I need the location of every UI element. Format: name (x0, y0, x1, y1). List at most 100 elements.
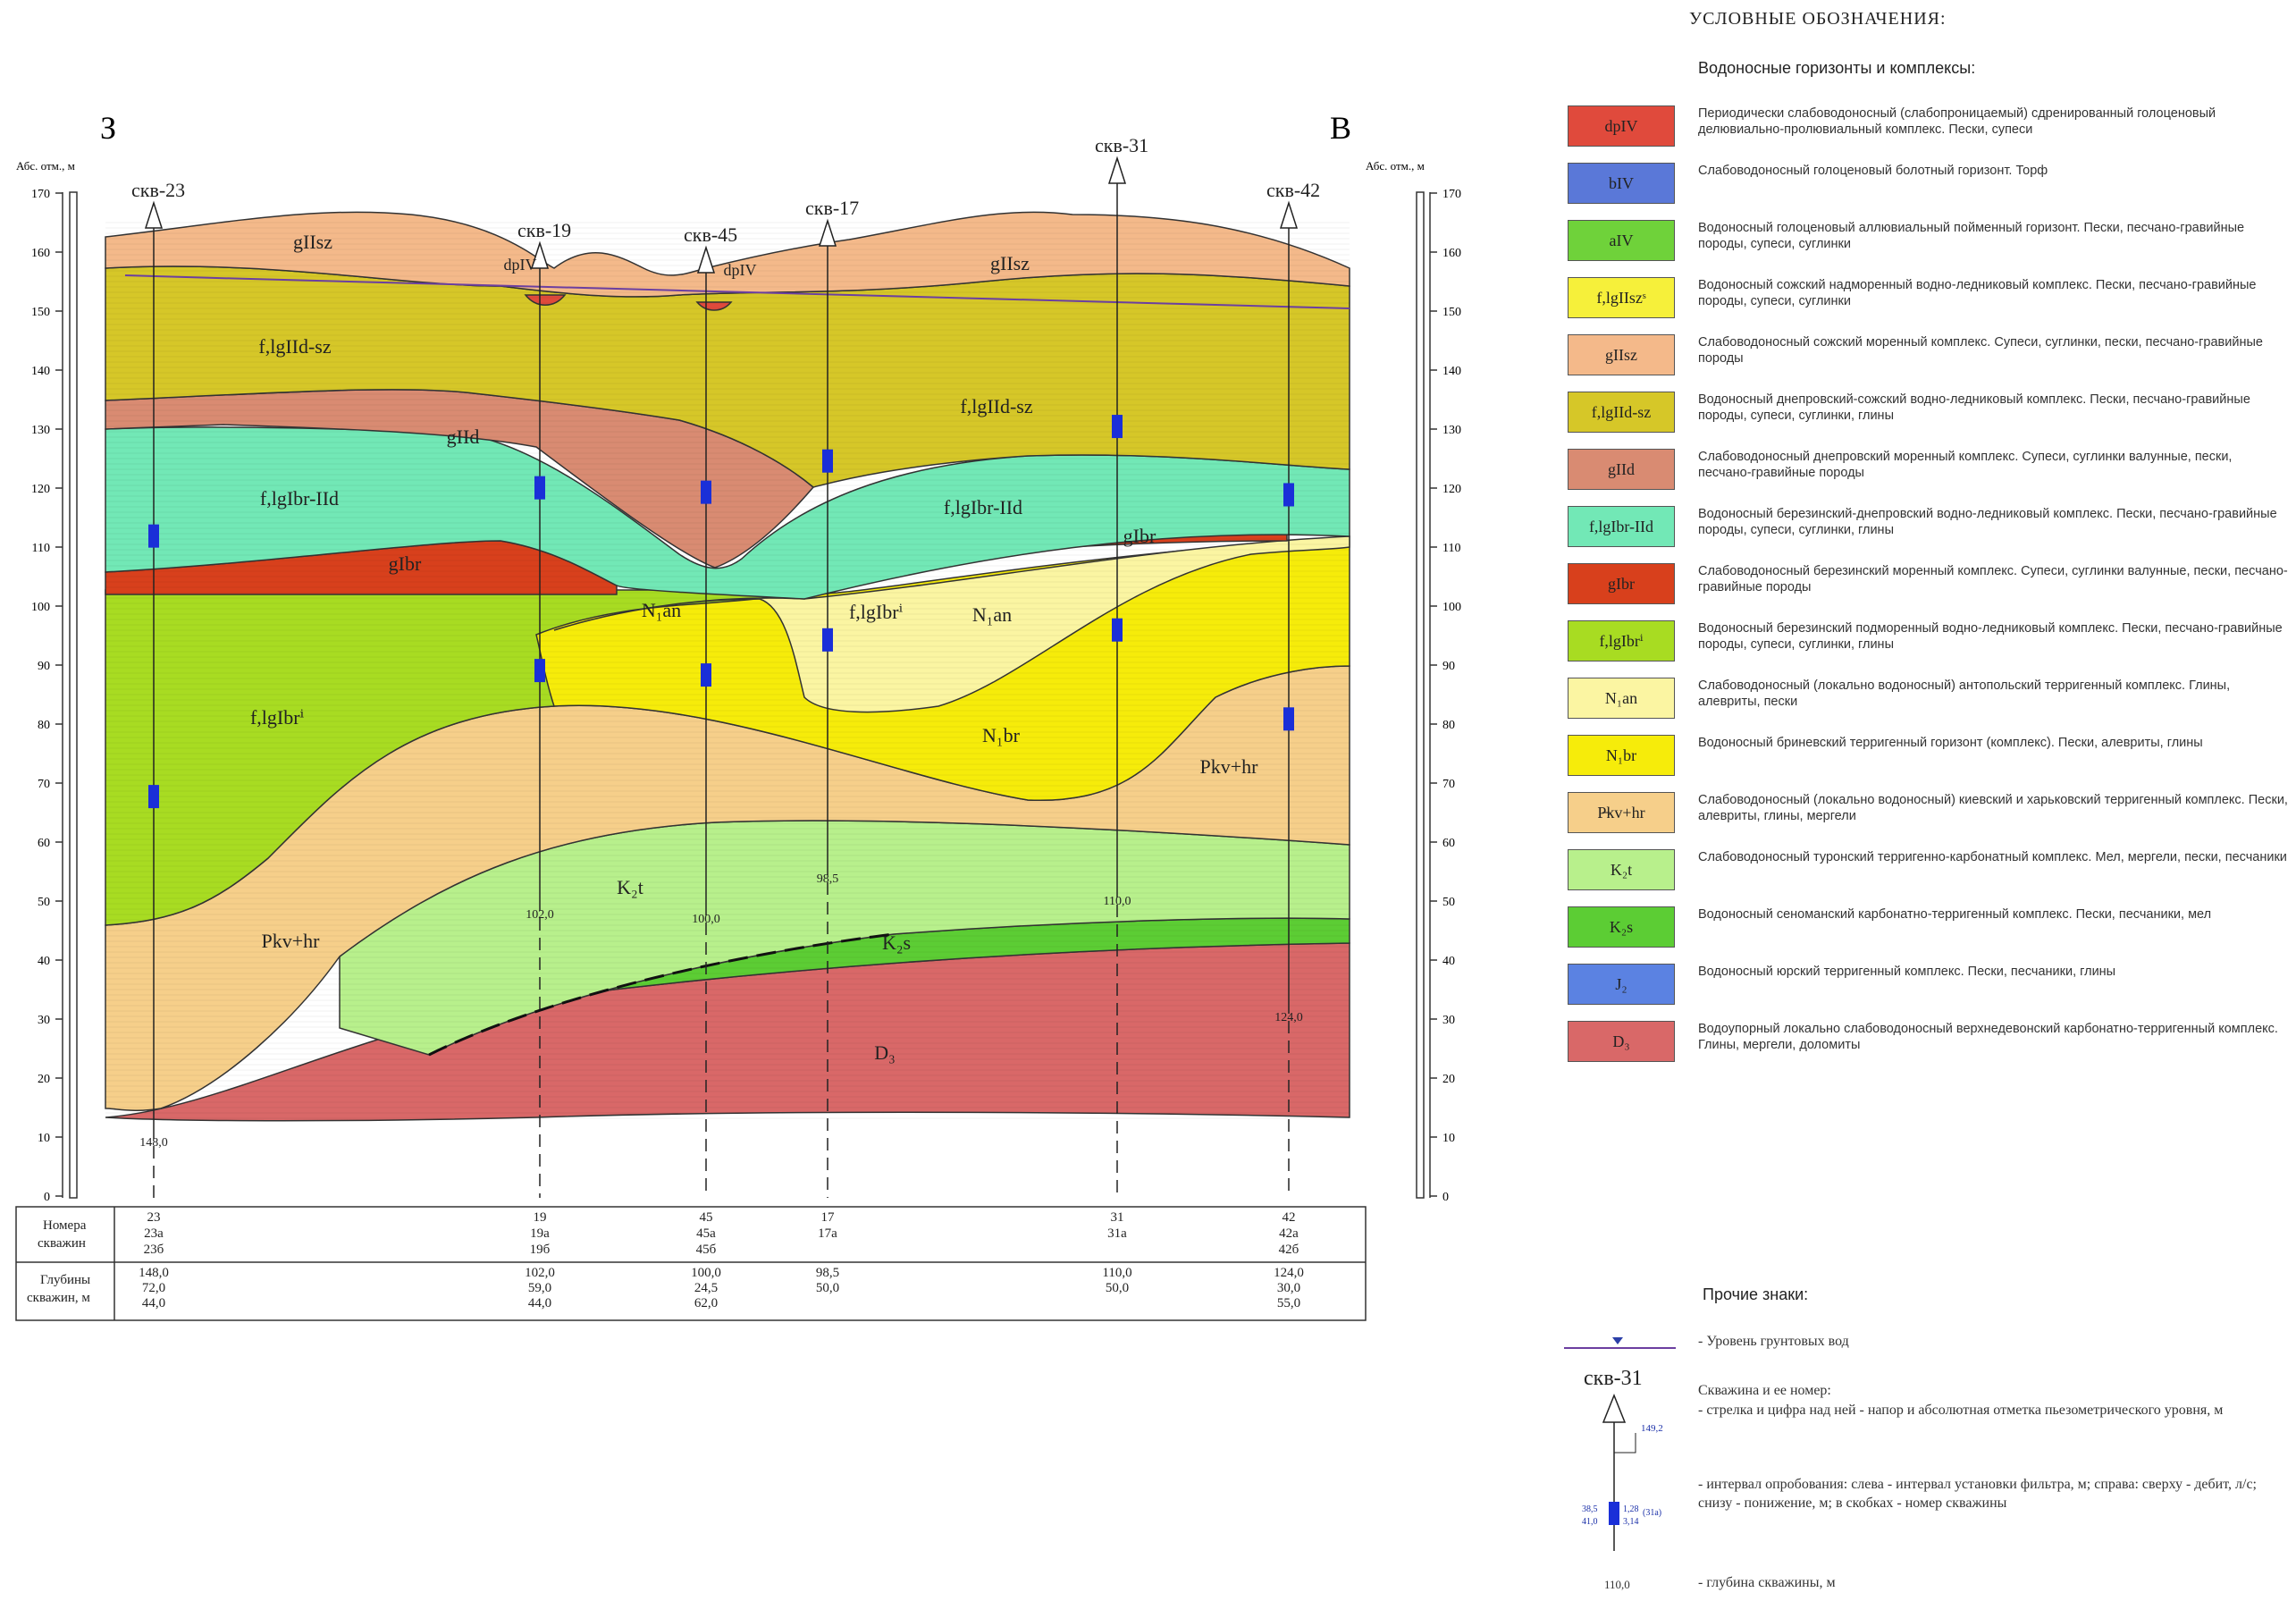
label-N1an-2: N₁an (972, 603, 1012, 626)
axis-tick-right: 10 (1442, 1132, 1455, 1145)
legend-swatch: f,lgIIszˢ (1568, 277, 1675, 318)
table-well-number: 42а (1279, 1226, 1299, 1241)
label-Pkv-hr-1: Pkv+hr (1200, 755, 1259, 778)
axis-tick-left: 60 (38, 837, 50, 850)
axis-tick-right: 50 (1442, 896, 1455, 909)
legend-swatch: dpIV (1568, 105, 1675, 147)
table-well-depth: 124,0 (1274, 1266, 1304, 1280)
legend-swatch: aIV (1568, 220, 1675, 261)
label-flgIbr-i-2: f,lgIbrⁱ (849, 601, 904, 623)
legend-swatch: f,lgIbrⁱ (1568, 620, 1675, 661)
table-well-number: 19б (530, 1243, 551, 1257)
well-bottom-depth: 124,0 (1274, 1011, 1303, 1024)
sampling-interval (701, 663, 711, 687)
label-gIIsz-1: gIIsz (293, 231, 332, 253)
legend-description: Водоносный бриневский терригенный горизо… (1698, 736, 2203, 750)
legend-item: aIV Водоносный голоценовый аллювиальный п… (1555, 220, 2296, 275)
axis-tick-right: 40 (1442, 955, 1455, 968)
well-label: скв-19 (517, 219, 571, 241)
label-dpIV-2: dpIV (724, 261, 757, 279)
legend-swatch: bIV (1568, 163, 1675, 204)
west-letter: З (100, 110, 116, 146)
table-well-depth: 100,0 (691, 1266, 721, 1280)
axis-tick-left: 170 (31, 188, 50, 201)
table-well-number: 23а (144, 1226, 164, 1241)
legend-swatch: K₂s (1568, 906, 1675, 948)
well-symbol-head: 149,2 (1641, 1423, 1663, 1434)
table-row1-label-2: скважин (38, 1236, 86, 1251)
legend-title: УСЛОВНЫЕ ОБОЗНАЧЕНИЯ: (1689, 9, 1947, 29)
well-label: скв-31 (1095, 134, 1148, 156)
table-well-depth: 50,0 (816, 1281, 839, 1295)
axis-tick-right: 100 (1442, 601, 1461, 614)
legend-item: dpIV Периодически слабоводоносный (слабоп… (1555, 105, 2296, 161)
well-label: скв-23 (131, 179, 185, 201)
east-letter: В (1330, 110, 1351, 146)
table-well-depth: 44,0 (528, 1296, 551, 1310)
well: скв-19 102,0 (517, 219, 571, 1198)
interval-left-bottom: 41,0 (1582, 1517, 1598, 1527)
axis-tick-right: 110 (1442, 542, 1460, 555)
label-gIIsz-2: gIIsz (990, 252, 1030, 274)
interval-right-top: 1,28 (1623, 1504, 1639, 1514)
well: скв-31 110,0 (1095, 134, 1148, 1198)
legend-description: Слабоводоносный сожский моренный комплек… (1698, 335, 2263, 366)
legend-subtitle: Водоносные горизонты и комплексы: (1698, 59, 1976, 77)
legend-swatch: gIbr (1568, 563, 1675, 604)
legend-description: Слабоводоносный днепровский моренный ком… (1698, 450, 2233, 480)
legend-item: K₂s Водоносный сеноманский карбонатно-тер… (1555, 906, 2296, 962)
groundwater-text: - Уровень грунтовых вод (1698, 1334, 1849, 1349)
geological-cross-section: 0102030405060708090100110120130140150160… (15, 110, 1461, 1321)
well: скв-42 124,0 (1266, 179, 1320, 1198)
table-well-depth: 30,0 (1277, 1281, 1300, 1295)
table-well-depth: 102,0 (525, 1266, 555, 1280)
axis-tick-left: 30 (38, 1014, 50, 1027)
legend-description: Водоносный сеноманский карбонатно-терриг… (1698, 907, 2212, 922)
legend: УСЛОВНЫЕ ОБОЗНАЧЕНИЯ: Водоносные горизон… (1555, 0, 2296, 1601)
legend-description: Слабоводоносный туронский терригенно-кар… (1698, 850, 2287, 864)
legend-item: D₃ Водоупорный локально слабоводоносный в… (1555, 1021, 2296, 1076)
well: скв-45 100,0 (684, 223, 737, 1198)
table-well-number: 19 (534, 1210, 547, 1225)
axis-tick-right: 20 (1442, 1073, 1455, 1086)
legend-item: J₂ Водоносный юрский терригенный комплекс… (1555, 964, 2296, 1019)
table-well-depth: 98,5 (816, 1266, 839, 1280)
legend-description: Водоносный березинский подморенный водно… (1698, 621, 2283, 652)
label-gIId: gIId (447, 426, 480, 448)
table-well-depth: 72,0 (142, 1281, 165, 1295)
table-well-depth: 148,0 (139, 1266, 169, 1280)
wells: скв-23 148,0 скв-19 102,0 скв-45 100,0 скв-17 9… (131, 134, 1320, 1198)
sampling-interval (1112, 618, 1123, 642)
sampling-interval (822, 449, 833, 473)
label-K2s: K₂s (882, 931, 911, 954)
label-flgIbr-IId-2: f,lgIbr-IId (944, 496, 1022, 518)
axis-tick-right: 90 (1442, 660, 1455, 673)
table-well-number: 31 (1111, 1210, 1124, 1225)
legend-item: gIId Слабоводоносный днепровский моренный… (1555, 449, 2296, 504)
well-label: скв-45 (684, 223, 737, 246)
other-symbols-title: Прочие знаки: (1703, 1285, 1809, 1303)
label-flgIId-sz-2: f,lgIId-sz (960, 395, 1032, 417)
table-well-depth: 62,0 (694, 1296, 718, 1310)
table-well-number: 45б (696, 1243, 717, 1257)
legend-description: Водоупорный локально слабоводоносный вер… (1698, 1022, 2278, 1052)
left-axis: 0 10 20 30 40 50 60 70 80 90 100 110 120 130 140 150 160… (31, 188, 78, 1204)
legend-swatch: gIId (1568, 449, 1675, 490)
sampling-interval (534, 659, 545, 683)
axis-tick-left: 70 (38, 778, 50, 791)
well-text-2: - стрелка и цифра над ней - напор и абсо… (1698, 1403, 2224, 1418)
axis-tick-left: 160 (31, 247, 50, 260)
table-well-depth: 50,0 (1106, 1281, 1129, 1295)
axis-tick-left: 20 (38, 1073, 50, 1086)
axis-tick-right: 130 (1442, 424, 1461, 437)
depth-sample: 110,0 (1604, 1578, 1630, 1591)
legend-swatch: f,lgIbr-IId (1568, 506, 1675, 547)
table-well-number: 17а (818, 1226, 837, 1241)
legend-item: N₁br Водоносный бриневский терригенный го… (1555, 735, 2296, 790)
table-well-number: 23б (144, 1243, 164, 1257)
axis-tick-left: 110 (32, 542, 50, 555)
table-row2-label-2: скважин, м (27, 1291, 90, 1305)
table-well-number: 31а (1107, 1226, 1127, 1241)
well-bottom-depth: 102,0 (526, 908, 554, 922)
label-dpIV-1: dpIV (504, 256, 537, 274)
